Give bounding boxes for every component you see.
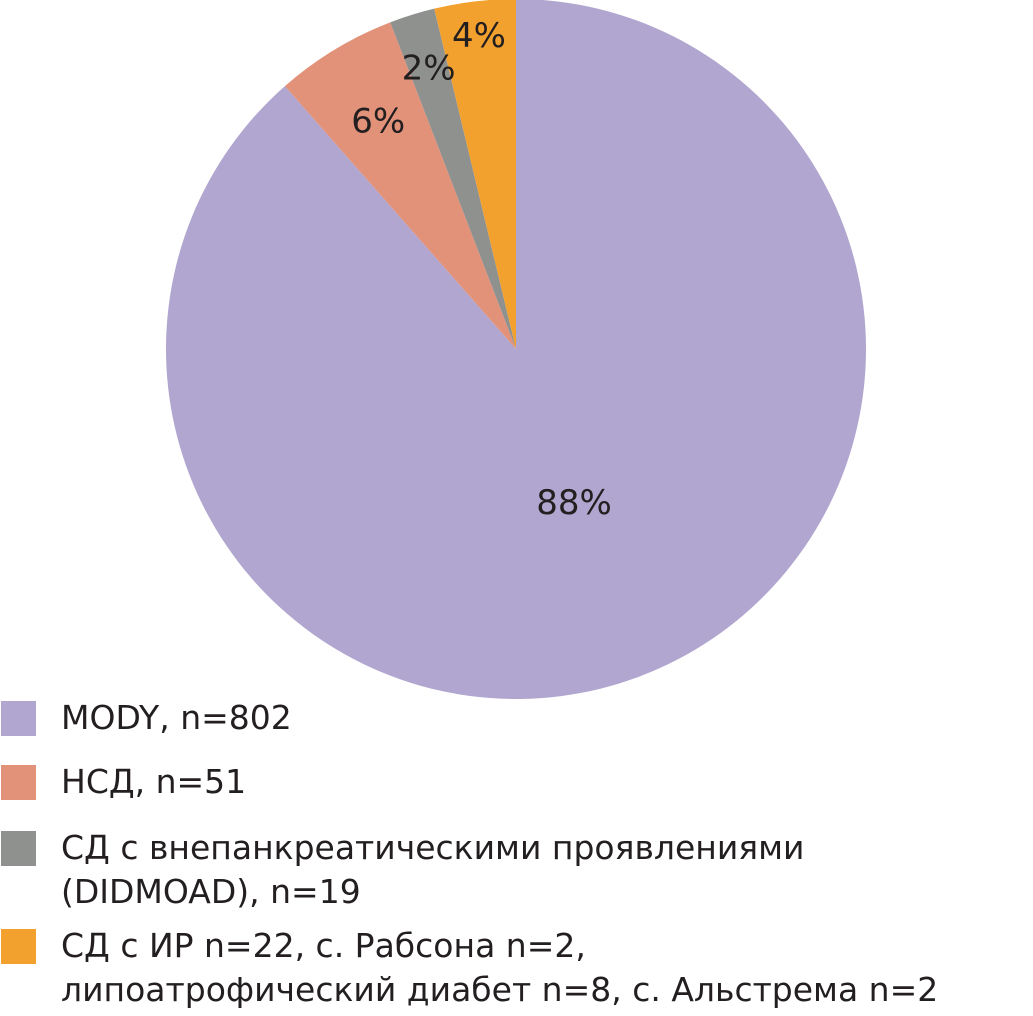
slice-label-nsd: 6% <box>351 101 405 141</box>
pie-slice-mody <box>166 0 866 699</box>
legend-label-didmoad: СД с внепанкреатическими проявлениями (D… <box>61 828 805 911</box>
legend-swatch-nsd <box>1 765 36 800</box>
slice-label-didmoad: 2% <box>402 48 456 88</box>
slice-label-ir: 4% <box>452 16 506 56</box>
legend-label-mody: MODY, n=802 <box>61 698 292 737</box>
legend-label-nsd: НСД, n=51 <box>61 762 247 801</box>
legend-label-ir: СД с ИР n=22, с. Рабсона n=2, липоатрофи… <box>61 926 939 1009</box>
pie-slice-ir <box>434 0 516 349</box>
pie-slice-didmoad <box>390 8 516 350</box>
pie-slice-nsd <box>284 22 516 350</box>
legend-swatch-ir <box>1 929 36 964</box>
legend-swatch-mody <box>1 701 36 736</box>
legend-swatch-didmoad <box>1 831 36 866</box>
slice-label-mody: 88% <box>536 483 612 523</box>
pie-chart: 88% 6% 2%4% <box>166 0 866 699</box>
